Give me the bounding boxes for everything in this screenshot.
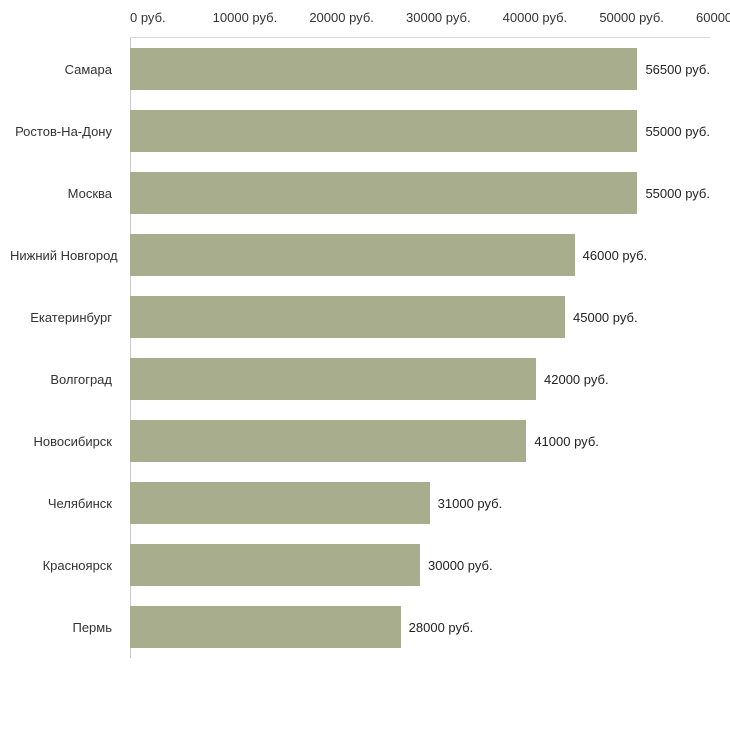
category-label-8: Красноярск [10,558,120,573]
category-label-5: Волгоград [10,372,120,387]
bar-wrap-8: 30000 руб. [130,544,710,586]
bar-8[interactable] [130,544,420,586]
x-axis-tick-label-3: 30000 руб. [406,10,471,25]
bar-wrap-7: 31000 руб. [130,482,710,524]
value-label-2: 55000 руб. [645,186,710,201]
value-label-1: 55000 руб. [645,124,710,139]
category-label-0: Самара [10,62,120,77]
bar-wrap-9: 28000 руб. [130,606,710,648]
x-axis-tick-label-4: 40000 руб. [503,10,568,25]
x-axis-tick-label-6: 60000 руб. [696,10,730,25]
category-label-1: Ростов-На-Дону [10,124,120,139]
bar-row-7: Челябинск 31000 руб. [130,472,710,534]
category-label-3: Нижний Новгород [10,248,120,263]
bar-7[interactable] [130,482,430,524]
bar-row-5: Волгоград 42000 руб. [130,348,710,410]
bar-5[interactable] [130,358,536,400]
plot-area: Самара 56500 руб. Ростов-На-Дону 55000 руб.… [130,38,710,658]
bar-row-8: Красноярск 30000 руб. [130,534,710,596]
x-axis-tick-label-2: 20000 руб. [309,10,374,25]
bar-row-1: Ростов-На-Дону 55000 руб. [130,100,710,162]
x-axis-tick-label-1: 10000 руб. [213,10,278,25]
value-label-5: 42000 руб. [544,372,609,387]
bar-row-3: Нижний Новгород 46000 руб. [130,224,710,286]
bar-chart-container: 0 руб. 10000 руб. 20000 руб. 30000 руб. 4000… [0,0,730,730]
bar-row-2: Москва 55000 руб. [130,162,710,224]
bar-2[interactable] [130,172,637,214]
category-label-9: Пермь [10,620,120,635]
bar-row-9: Пермь 28000 руб. [130,596,710,658]
category-label-7: Челябинск [10,496,120,511]
bar-6[interactable] [130,420,526,462]
bar-wrap-6: 41000 руб. [130,420,710,462]
bar-1[interactable] [130,110,637,152]
bar-wrap-1: 55000 руб. [130,110,710,152]
bar-wrap-3: 46000 руб. [130,234,710,276]
bar-wrap-0: 56500 руб. [130,48,710,90]
bar-0[interactable] [130,48,637,90]
bar-9[interactable] [130,606,401,648]
category-label-4: Екатеринбург [10,310,120,325]
bar-4[interactable] [130,296,565,338]
category-label-6: Новосибирск [10,434,120,449]
bar-wrap-4: 45000 руб. [130,296,710,338]
value-label-8: 30000 руб. [428,558,493,573]
value-label-9: 28000 руб. [409,620,474,635]
bar-row-6: Новосибирск 41000 руб. [130,410,710,472]
category-label-2: Москва [10,186,120,201]
bar-row-4: Екатеринбург 45000 руб. [130,286,710,348]
bar-row-0: Самара 56500 руб. [130,38,710,100]
bar-wrap-2: 55000 руб. [130,172,710,214]
value-label-7: 31000 руб. [438,496,503,511]
value-label-0: 56500 руб. [645,62,710,77]
value-label-4: 45000 руб. [573,310,638,325]
x-axis-row: 0 руб. 10000 руб. 20000 руб. 30000 руб. 4000… [130,8,710,38]
x-axis-tick-label-0: 0 руб. [130,10,166,25]
bar-wrap-5: 42000 руб. [130,358,710,400]
bar-3[interactable] [130,234,575,276]
value-label-6: 41000 руб. [534,434,599,449]
x-axis-tick-label-5: 50000 руб. [599,10,664,25]
value-label-3: 46000 руб. [583,248,648,263]
